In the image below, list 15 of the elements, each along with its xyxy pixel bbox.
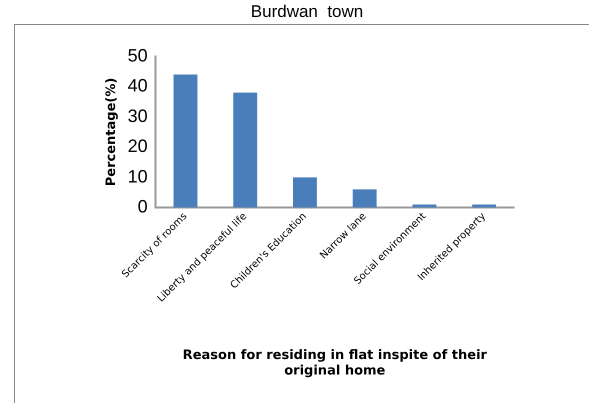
bar	[293, 177, 317, 208]
y-tick-label: 30	[128, 106, 148, 126]
y-axis-title: Percentage(%)	[104, 78, 120, 186]
y-tick-label: 50	[128, 45, 148, 66]
y-tick-label: 40	[128, 76, 148, 96]
y-tick-label: 0	[138, 196, 148, 217]
bar	[174, 74, 198, 208]
bar	[412, 204, 436, 208]
bar	[233, 92, 258, 208]
y-tick-label: 10	[128, 166, 148, 186]
bar	[472, 204, 496, 208]
x-axis-title: Reason for residing in flat inspite of their original home	[182, 348, 488, 379]
y-tick-label: 20	[128, 136, 148, 156]
bar	[352, 189, 377, 208]
chart-title: Burdwan town	[250, 2, 364, 21]
